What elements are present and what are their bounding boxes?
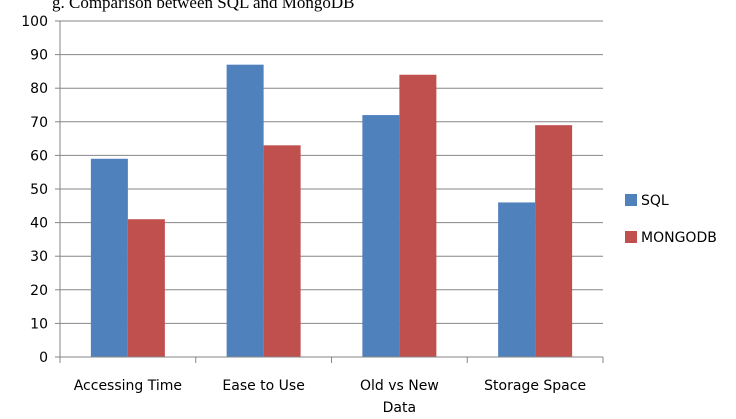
x-tick-labels: Accessing Time Ease to Use Old vs New Data S… [74,378,586,416]
y-tick-labels: 0 10 20 30 40 50 60 70 80 90 100 [21,14,48,366]
x-tick-label: Data [383,400,416,416]
bar-sql-1 [226,64,264,358]
bar-sql-3 [498,202,536,357]
y-tick-label: 10 [30,316,48,332]
bar-mongodb-1 [263,145,301,357]
legend-label-sql: SQL [641,193,669,209]
bars [90,64,573,358]
y-tick-label: 0 [39,350,48,366]
x-tick-label: Accessing Time [74,378,182,394]
bar-mongodb-0 [127,219,165,357]
y-tick-label: 70 [30,115,48,131]
bar-sql-2 [362,115,400,357]
legend-label-mongodb: MONGODB [641,230,717,246]
y-tick-label: 60 [30,148,48,164]
bar-sql-0 [90,158,128,357]
x-tick-label: Storage Space [484,378,586,394]
y-tick-label: 30 [30,249,48,265]
y-tick-label: 100 [21,14,48,30]
y-tick-label: 90 [30,48,48,64]
y-tick-label: 50 [30,182,48,198]
y-tick-label: 20 [30,283,48,299]
y-tick-label: 80 [30,81,48,97]
legend: SQL MONGODB [625,193,717,246]
legend-swatch-mongodb [625,231,637,243]
y-tick-label: 40 [30,216,48,232]
x-tick-label: Ease to Use [222,378,304,394]
legend-swatch-sql [625,194,637,206]
chart-caption: g. Comparison between SQL and MongoDB [52,0,355,12]
bar-mongodb-3 [535,125,573,357]
x-tick-label: Old vs New [360,378,439,394]
axes [55,20,604,363]
bar-mongodb-2 [399,74,437,357]
